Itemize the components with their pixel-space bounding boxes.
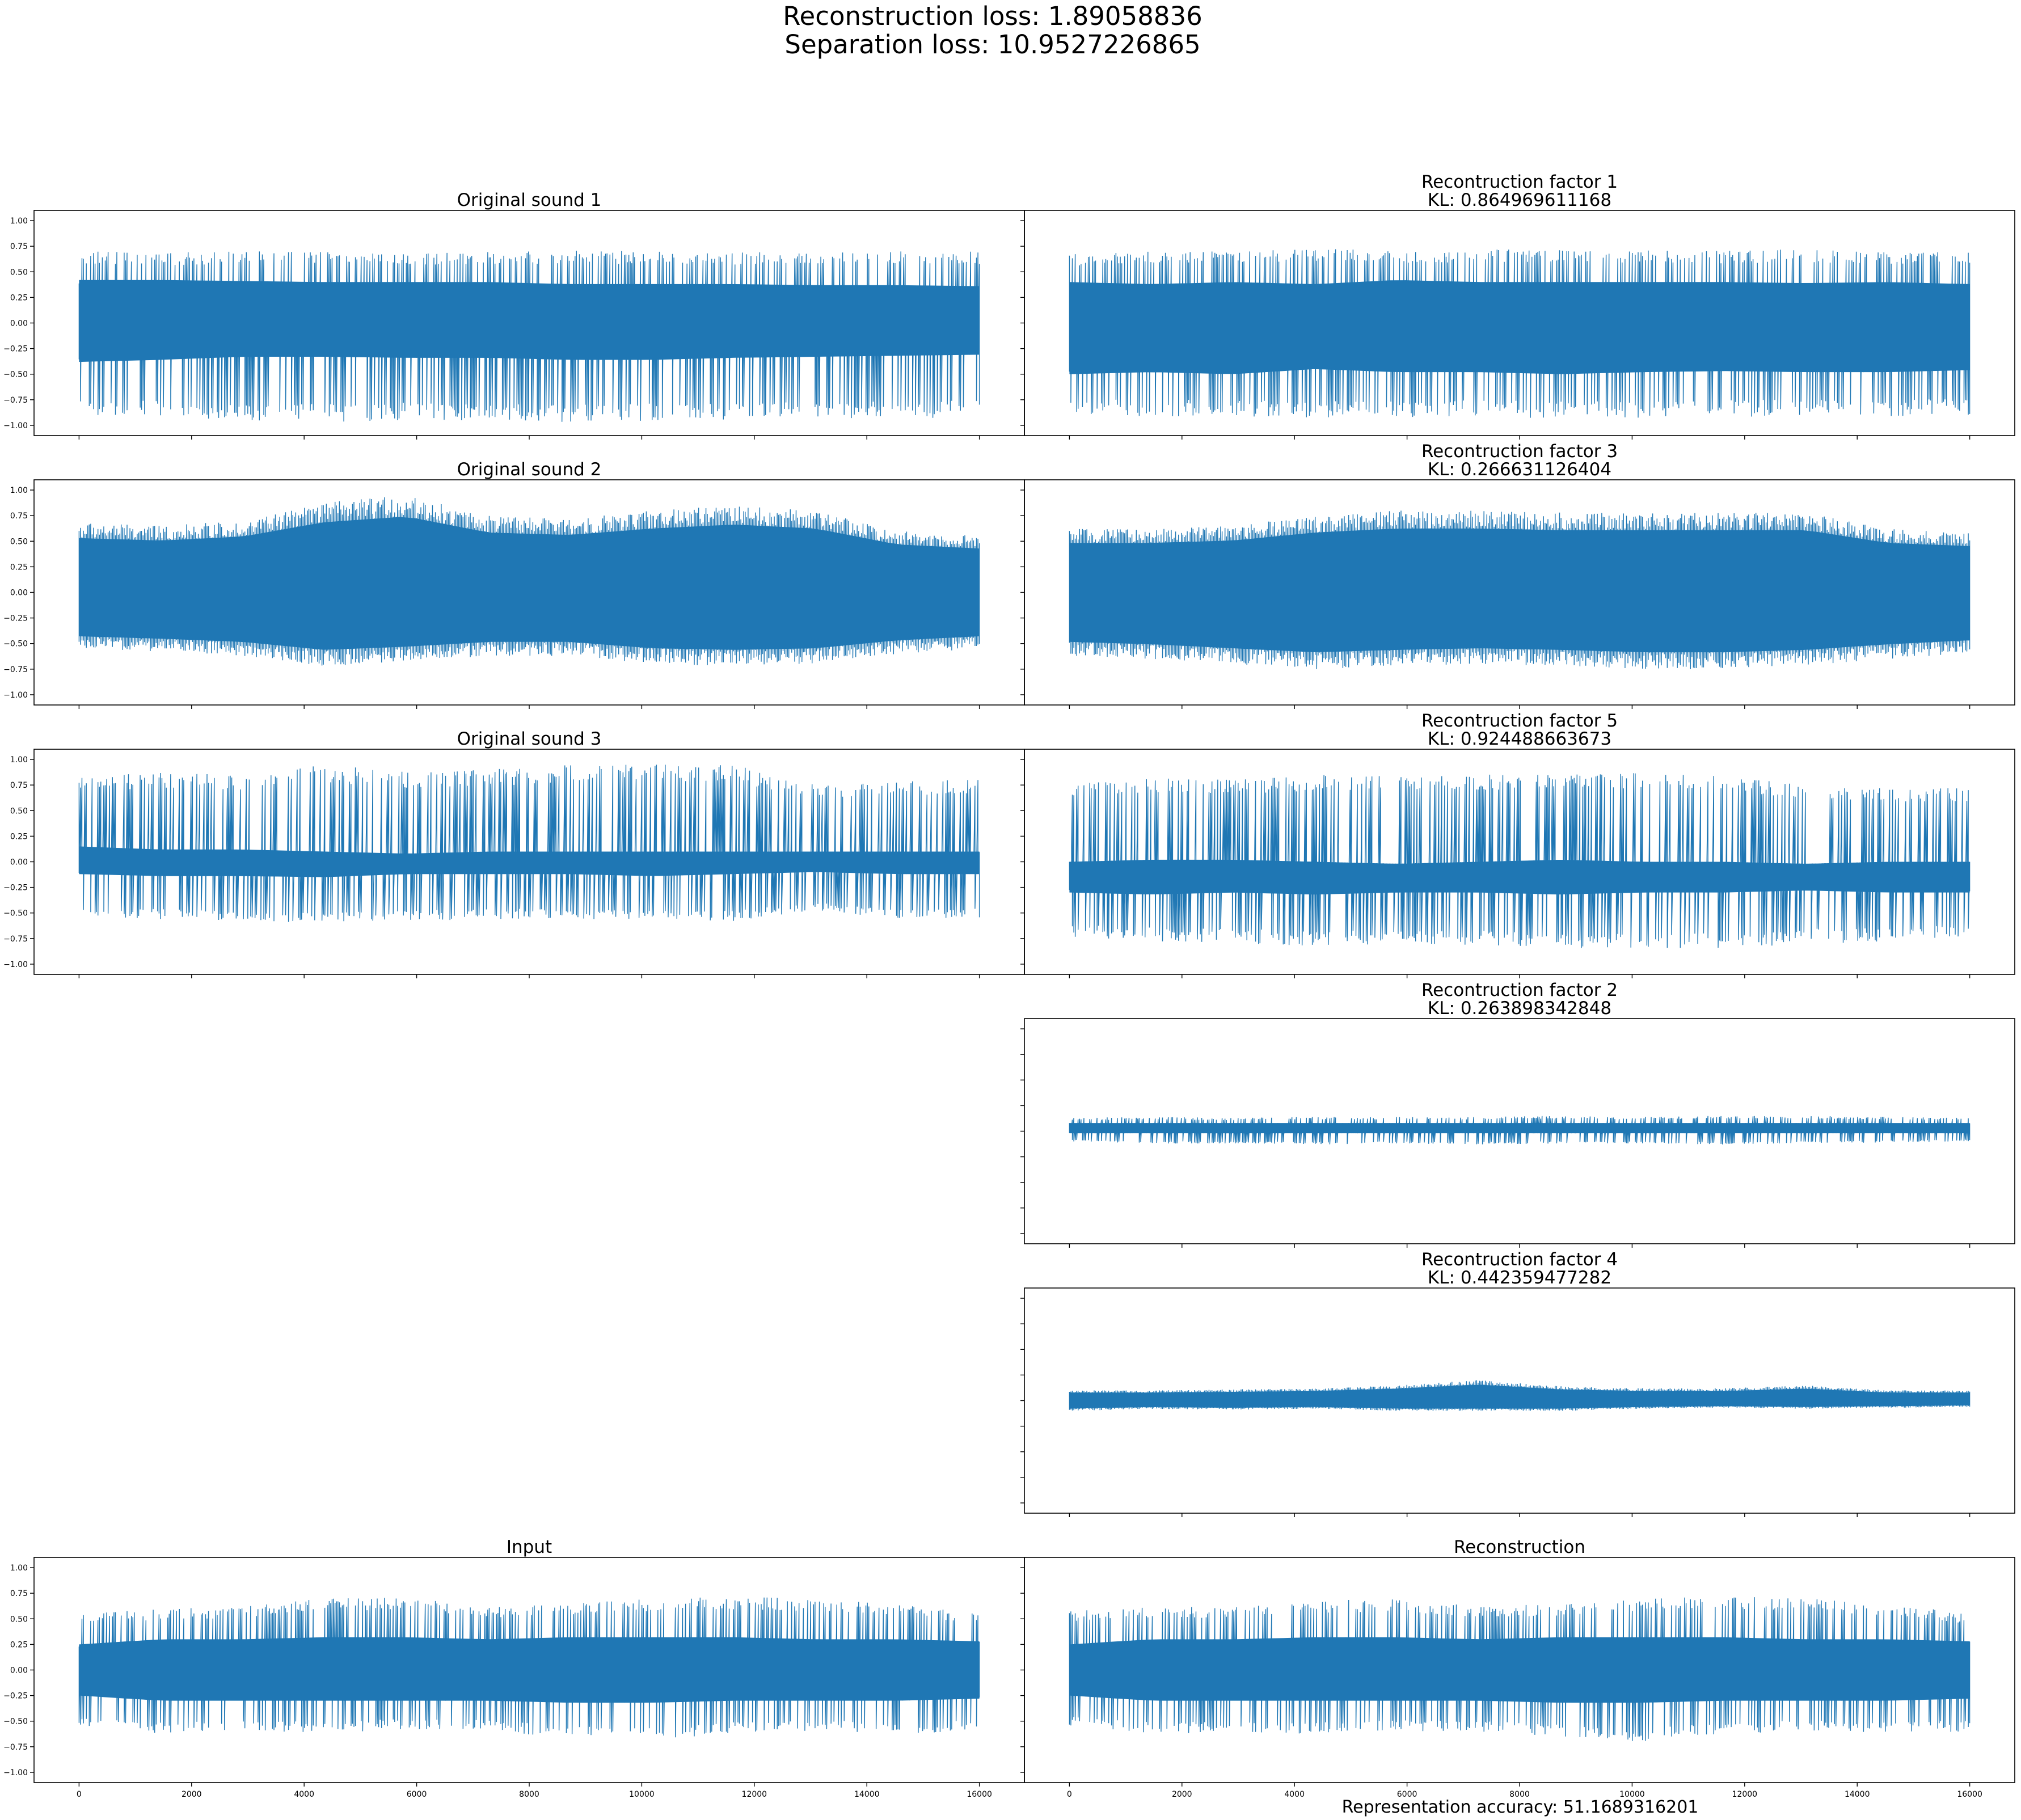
y-tick-label: 1.00 — [10, 217, 28, 226]
y-tick-label: −0.25 — [3, 345, 28, 354]
y-tick-label: 0.50 — [10, 537, 28, 546]
x-tick-label: 10000 — [629, 1790, 655, 1799]
y-tick-label: −0.25 — [3, 884, 28, 893]
series-core-band — [1069, 528, 1970, 653]
y-tick-label: 0.25 — [10, 832, 28, 841]
y-tick-label: 0.75 — [10, 242, 28, 251]
panel-title: Original sound 2 — [457, 459, 602, 480]
suptitle-separation-loss: Separation loss: 10.9527226865 — [784, 29, 1200, 60]
x-tick-label: 12000 — [742, 1790, 767, 1799]
series-core-band — [79, 517, 980, 650]
panel-rec3: Recontruction factor 3KL: 0.266631126404 — [1020, 441, 2015, 709]
panel-subtitle: KL: 0.864969611168 — [1428, 190, 1611, 210]
y-tick-label: −0.75 — [3, 935, 28, 944]
panel-title: Reconstruction — [1454, 1537, 1585, 1557]
y-tick-label: 0.25 — [10, 1640, 28, 1649]
x-tick-label: 4000 — [1284, 1790, 1305, 1799]
panel-recon: Reconstruction 0 2000 4000 6000 8000 10000 1200… — [1020, 1537, 2015, 1799]
y-tick-label: 0.50 — [10, 268, 28, 277]
x-tick-label: 14000 — [1845, 1790, 1870, 1799]
panel-subtitle: KL: 0.263898342848 — [1428, 998, 1611, 1019]
y-tick-label: 1.00 — [10, 1564, 28, 1573]
panel-title: Recontruction factor 1 — [1421, 172, 1618, 192]
panel-title: Original sound 1 — [457, 190, 602, 210]
x-tick-label: 14000 — [854, 1790, 880, 1799]
series-core-band — [1069, 280, 1970, 374]
series-core-band — [79, 1637, 980, 1703]
panel-subtitle: KL: 0.442359477282 — [1428, 1268, 1611, 1288]
panel-rec5: Recontruction factor 5KL: 0.924488663673 — [1020, 711, 2015, 978]
x-tick-label: 0 — [77, 1790, 82, 1799]
y-tick-label: −0.75 — [3, 396, 28, 405]
series-core-band — [1069, 1384, 1970, 1409]
series-core-band — [79, 846, 980, 877]
y-tick-label: −0.50 — [3, 1717, 28, 1726]
x-tick-label: 6000 — [407, 1790, 427, 1799]
panel-title: Input — [507, 1537, 552, 1557]
y-tick-label: 0.25 — [10, 563, 28, 572]
y-tick-label: 0.00 — [10, 858, 28, 867]
x-tick-label: 12000 — [1732, 1790, 1758, 1799]
series-core-band — [79, 280, 980, 362]
y-tick-label: 0.75 — [10, 781, 28, 790]
y-tick-label: −0.50 — [3, 640, 28, 649]
y-tick-label: 0.00 — [10, 1666, 28, 1675]
suptitle-reconstruction-loss: Reconstruction loss: 1.89058836 — [783, 1, 1202, 31]
panel-title: Recontruction factor 2 — [1421, 980, 1618, 1000]
series-core-band — [1069, 859, 1970, 895]
panel-title: Recontruction factor 5 — [1421, 711, 1618, 731]
x-tick-label: 8000 — [1509, 1790, 1530, 1799]
panel-title: Original sound 3 — [457, 729, 602, 749]
y-tick-label: −0.25 — [3, 614, 28, 623]
panel-rec4: Recontruction factor 4KL: 0.442359477282 — [1020, 1249, 2015, 1517]
y-tick-label: 0.25 — [10, 293, 28, 302]
panel-input: Input −1.00 −0.75 −0.50 −0.25 0.00 0.25 0.50 0.7… — [3, 1537, 1025, 1799]
panel-subtitle: KL: 0.924488663673 — [1428, 729, 1611, 749]
y-tick-label: −1.00 — [3, 421, 28, 430]
panel-rec2: Recontruction factor 2KL: 0.263898342848 — [1020, 980, 2015, 1248]
y-tick-label: 0.75 — [10, 1589, 28, 1598]
x-tick-label: 8000 — [519, 1790, 539, 1799]
x-tick-label: 16000 — [1957, 1790, 1982, 1799]
y-tick-label: 0.50 — [10, 806, 28, 816]
y-tick-label: −0.25 — [3, 1692, 28, 1701]
panel-subtitle: KL: 0.266631126404 — [1428, 459, 1611, 480]
panel-orig2: Original sound 2 −1.00 −0.75 −0.50 −0.25 0.00… — [3, 459, 1025, 709]
y-tick-label: 0.75 — [10, 512, 28, 521]
y-tick-label: −1.00 — [3, 1768, 28, 1777]
panel-orig1: Original sound 1 −1.00 −0.75 −0.50 −0.25 0.00… — [3, 190, 1025, 440]
x-tick-label: 2000 — [182, 1790, 202, 1799]
y-tick-label: −0.50 — [3, 370, 28, 379]
series-core-band — [1069, 1123, 1970, 1134]
representation-accuracy-label: Representation accuracy: 51.1689316201 — [1342, 1797, 1699, 1817]
x-tick-label: 2000 — [1172, 1790, 1192, 1799]
panel-orig3: Original sound 3 −1.00 −0.75 −0.50 −0.25 0.00… — [3, 729, 1025, 978]
y-tick-label: −0.75 — [3, 1743, 28, 1752]
y-tick-label: 0.50 — [10, 1615, 28, 1624]
y-tick-label: 1.00 — [10, 755, 28, 765]
panel-title: Recontruction factor 4 — [1421, 1249, 1618, 1270]
y-tick-label: 0.00 — [10, 589, 28, 598]
x-tick-label: 10000 — [1619, 1790, 1645, 1799]
x-tick-label: 4000 — [294, 1790, 314, 1799]
x-tick-label: 16000 — [967, 1790, 992, 1799]
panel-rec1: Recontruction factor 1KL: 0.864969611168 — [1020, 172, 2015, 440]
y-tick-label: −0.50 — [3, 909, 28, 918]
y-tick-label: −1.00 — [3, 960, 28, 969]
y-tick-label: −0.75 — [3, 665, 28, 674]
y-tick-label: −1.00 — [3, 691, 28, 700]
subplot-grid: Original sound 1 −1.00 −0.75 −0.50 −0.25 0.00… — [3, 172, 2015, 1799]
panel-title: Recontruction factor 3 — [1421, 441, 1618, 462]
x-tick-label: 0 — [1067, 1790, 1072, 1799]
y-tick-label: 1.00 — [10, 486, 28, 495]
x-tick-label: 6000 — [1397, 1790, 1417, 1799]
y-tick-label: 0.00 — [10, 319, 28, 328]
series-line — [78, 765, 980, 922]
series-core-band — [1069, 1637, 1970, 1703]
